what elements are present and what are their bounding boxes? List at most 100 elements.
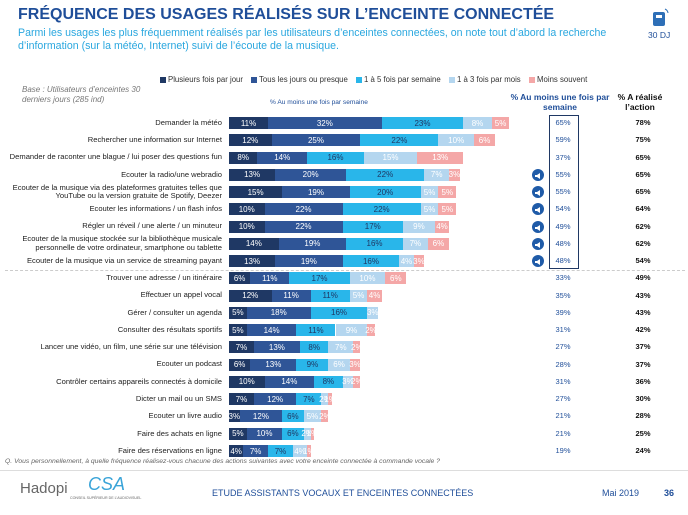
value-label: 12% (252, 411, 269, 421)
value-label: 14% (281, 377, 298, 387)
weekly-value: 31% (555, 376, 571, 386)
value-label: 20% (302, 170, 319, 180)
value-label: 1% (324, 394, 336, 404)
speaker-icon (532, 203, 544, 216)
value-label: 8% (471, 118, 484, 128)
value-label: 5% (232, 325, 244, 335)
done-value: 64% (635, 204, 651, 214)
weekly-value: 49% (555, 221, 571, 231)
value-label: 2% (351, 377, 363, 387)
value-label: 5% (423, 204, 436, 214)
value-label: 22% (373, 204, 390, 214)
weekly-value: 21% (555, 428, 571, 438)
weekly-value: 27% (555, 342, 571, 352)
value-label: 18% (270, 308, 287, 318)
value-label: 5% (441, 187, 454, 197)
value-label: 3% (448, 170, 461, 180)
value-label: 6% (478, 135, 491, 145)
speaker-icon (532, 168, 544, 181)
done-value: 62% (635, 221, 651, 231)
speaker-glyph (535, 190, 540, 197)
value-label: 6% (432, 239, 445, 249)
weekly-value: 31% (555, 325, 571, 335)
title: FRÉQUENCE DES USAGES RÉALISÉS SUR L’ENCE… (18, 6, 555, 23)
value-label: 10% (448, 135, 465, 145)
bar-segment: 14% (264, 375, 315, 388)
bar-segment: 5% (420, 203, 439, 216)
value-label: 7% (409, 239, 422, 249)
value-label: 10% (359, 273, 376, 283)
value-label: 11% (262, 273, 278, 283)
bar-segment: 6% (328, 358, 350, 371)
bar-segment: 22% (342, 203, 421, 216)
value-label: 15% (247, 187, 264, 197)
category-label: Ecouter de la musique via un service de … (26, 255, 222, 265)
done-value: 36% (635, 376, 651, 386)
bar-segment: 22% (264, 220, 343, 233)
value-label: 2% (365, 325, 377, 335)
value-label: 12% (267, 394, 284, 404)
bar-segment: 10% (229, 203, 265, 216)
bar-segment: 10% (246, 427, 283, 440)
value-label: 3% (366, 308, 379, 318)
bar-segment: 6% (282, 427, 304, 440)
logo-hadopi: Hadopi (20, 480, 68, 497)
weekly-value: 35% (555, 290, 571, 300)
speaker-glyph (535, 259, 540, 266)
bar-segment: 11% (296, 324, 336, 337)
badge: 30 DJ (648, 30, 671, 40)
bar-segment: 7% (229, 341, 254, 354)
bar-segment: 11% (229, 117, 269, 129)
value-label: 9% (413, 222, 425, 232)
value-label: 5% (306, 411, 319, 421)
bar-segment: 4% (292, 445, 308, 457)
bar-segment: 4% (367, 289, 382, 302)
bar-segment: 4% (399, 255, 414, 268)
bar-segment: 17% (342, 220, 403, 233)
value-label: 9% (306, 360, 319, 370)
bar-segment: 3% (413, 255, 425, 268)
done-value: 37% (635, 359, 651, 369)
column-header: % Au moins une fois par semaine (510, 92, 610, 112)
bar-segment: 16% (346, 237, 403, 250)
speaker-glyph (535, 224, 540, 231)
date: Mai 2019 (602, 488, 640, 498)
bar-segment: 22% (346, 168, 425, 181)
value-label: 2% (319, 394, 331, 404)
category-label: Trouver une adresse / un itinéraire (106, 273, 222, 283)
page-number: 36 (664, 488, 675, 498)
category-label: Rechercher une information sur Internet (87, 135, 222, 145)
bar-segment: 7% (268, 445, 293, 457)
value-label: 2% (351, 342, 363, 352)
value-label: 10% (256, 429, 273, 439)
weekly-value: 48% (555, 256, 571, 266)
category-label: Ecouter de la musique via des plateforme… (12, 182, 222, 201)
value-label: 22% (295, 204, 312, 214)
done-value: 43% (635, 290, 651, 300)
bar-segment: 2% (351, 375, 363, 388)
value-label: 1% (306, 429, 319, 439)
category-label: Consulter des résultats sportifs (117, 324, 222, 334)
value-label: 5% (232, 308, 244, 318)
done-value: 65% (635, 187, 651, 197)
badge-icon (653, 8, 669, 26)
value-label: 16% (331, 308, 348, 318)
value-label: 15% (382, 153, 399, 163)
value-label: 32% (316, 118, 333, 128)
bar-segment: 1% (307, 427, 318, 440)
speaker-glyph (535, 207, 540, 214)
value-label: 3% (228, 411, 241, 421)
bar-segment: 19% (275, 255, 343, 268)
bar-segment: 14% (246, 324, 297, 337)
value-label: 3% (413, 256, 425, 266)
category-label: Ecouter la radio/une webradio (121, 169, 222, 179)
value-label: 17% (364, 222, 381, 232)
category-label: Régler un réveil / une alerte / un minut… (82, 221, 222, 231)
bar-segment: 5% (229, 427, 247, 440)
done-value: 49% (635, 273, 651, 283)
done-value: 24% (635, 446, 651, 455)
bar-segment: 3% (448, 168, 461, 181)
value-label: 7% (430, 170, 443, 180)
value-label: 5% (423, 187, 436, 197)
bar-segment: 6% (385, 272, 407, 285)
